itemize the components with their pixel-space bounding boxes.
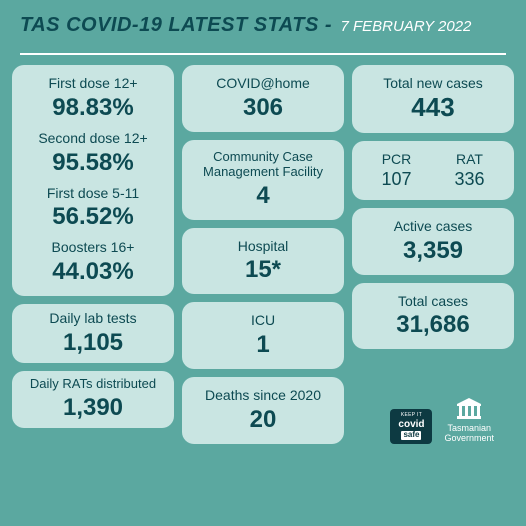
icu-value: 1 xyxy=(190,331,336,359)
deaths-card: Deaths since 2020 20 xyxy=(182,377,344,444)
column-1: First dose 12+ 98.83% Second dose 12+ 95… xyxy=(12,65,174,444)
total-cases-value: 31,686 xyxy=(360,311,506,339)
daily-rats-card: Daily RATs distributed 1,390 xyxy=(12,371,174,428)
total-cases-card: Total cases 31,686 xyxy=(352,283,514,350)
header-divider xyxy=(20,53,506,55)
tasgov-line2: Government xyxy=(444,434,494,444)
footer-logos: KEEP IT covid safe Tasmanian Government xyxy=(352,390,514,444)
covid-home-label: COVID@home xyxy=(190,75,336,92)
covid-home-card: COVID@home 306 xyxy=(182,65,344,132)
hospital-card: Hospital 15* xyxy=(182,228,344,295)
total-cases-label: Total cases xyxy=(360,293,506,310)
covidsafe-top: KEEP IT xyxy=(396,413,426,419)
covid-home-value: 306 xyxy=(190,94,336,122)
deaths-label: Deaths since 2020 xyxy=(190,387,336,404)
header-date: 7 FEBRUARY 2022 xyxy=(340,18,471,35)
rat-value: 336 xyxy=(454,169,484,190)
pcr-rat-card: PCR 107 RAT 336 xyxy=(352,141,514,200)
new-cases-value: 443 xyxy=(360,92,506,123)
tasmanian-government-logo: Tasmanian Government xyxy=(444,396,494,444)
daily-rats-value: 1,390 xyxy=(18,394,168,422)
active-cases-value: 3,359 xyxy=(360,237,506,265)
boosters-16-row: Boosters 16+ 44.03% xyxy=(20,239,166,286)
daily-lab-tests-label: Daily lab tests xyxy=(18,310,168,327)
ccmf-card: Community Case Management Facility 4 xyxy=(182,140,344,220)
ccmf-label: Community Case Management Facility xyxy=(190,150,336,180)
first-dose-12-label: First dose 12+ xyxy=(20,75,166,92)
boosters-16-value: 44.03% xyxy=(20,258,166,286)
new-cases-label: Total new cases xyxy=(360,75,506,92)
covidsafe-logo: KEEP IT covid safe xyxy=(390,409,432,444)
column-3: Total new cases 443 PCR 107 RAT 336 Acti… xyxy=(352,65,514,444)
second-dose-12-label: Second dose 12+ xyxy=(20,130,166,147)
daily-rats-label: Daily RATs distributed xyxy=(18,377,168,392)
covidsafe-bot: safe xyxy=(401,431,421,440)
first-dose-12-value: 98.83% xyxy=(20,94,166,122)
pcr-col: PCR 107 xyxy=(381,151,411,190)
deaths-value: 20 xyxy=(190,406,336,434)
hospital-value: 15* xyxy=(190,256,336,284)
rat-label: RAT xyxy=(454,151,484,167)
daily-lab-tests-value: 1,105 xyxy=(18,329,168,357)
icu-label: ICU xyxy=(190,312,336,329)
header-title: TAS COVID-19 LATEST STATS - xyxy=(20,14,332,36)
rat-col: RAT 336 xyxy=(454,151,484,190)
pcr-value: 107 xyxy=(381,169,411,190)
first-dose-12-row: First dose 12+ 98.83% xyxy=(20,75,166,122)
new-cases-card: Total new cases 443 xyxy=(352,65,514,133)
first-dose-5-11-row: First dose 5-11 56.52% xyxy=(20,185,166,232)
covidsafe-mid: covid xyxy=(396,419,426,430)
active-cases-card: Active cases 3,359 xyxy=(352,208,514,275)
first-dose-5-11-value: 56.52% xyxy=(20,203,166,231)
stats-grid: First dose 12+ 98.83% Second dose 12+ 95… xyxy=(0,65,526,444)
vaccination-card: First dose 12+ 98.83% Second dose 12+ 95… xyxy=(12,65,174,296)
header: TAS COVID-19 LATEST STATS - 7 FEBRUARY 2… xyxy=(0,0,526,47)
first-dose-5-11-label: First dose 5-11 xyxy=(20,185,166,202)
second-dose-12-value: 95.58% xyxy=(20,149,166,177)
hospital-label: Hospital xyxy=(190,238,336,255)
ccmf-value: 4 xyxy=(190,182,336,210)
column-2: COVID@home 306 Community Case Management… xyxy=(182,65,344,444)
boosters-16-label: Boosters 16+ xyxy=(20,239,166,256)
pcr-label: PCR xyxy=(381,151,411,167)
daily-lab-tests-card: Daily lab tests 1,105 xyxy=(12,304,174,363)
tasgov-icon xyxy=(453,396,485,422)
second-dose-12-row: Second dose 12+ 95.58% xyxy=(20,130,166,177)
icu-card: ICU 1 xyxy=(182,302,344,369)
active-cases-label: Active cases xyxy=(360,218,506,235)
